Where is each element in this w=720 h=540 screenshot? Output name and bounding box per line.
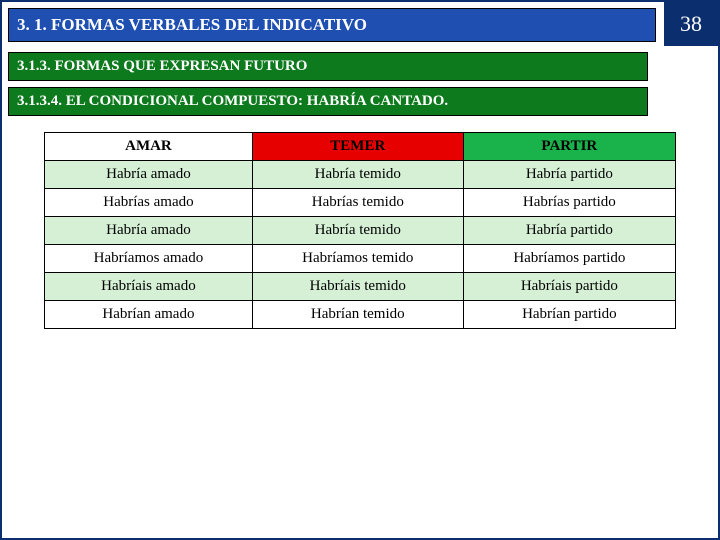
- cell: Habría partido: [463, 161, 675, 189]
- cell: Habríais amado: [45, 273, 253, 301]
- sub-header-1: 3.1.3. FORMAS QUE EXPRESAN FUTURO: [8, 52, 648, 81]
- cell: Habría amado: [45, 217, 253, 245]
- cell: Habría partido: [463, 217, 675, 245]
- cell: Habríais partido: [463, 273, 675, 301]
- col-header-amar: AMAR: [45, 133, 253, 161]
- table-body: Habría amado Habría temido Habría partid…: [45, 161, 676, 329]
- table-row: Habríais amado Habríais temido Habríais …: [45, 273, 676, 301]
- cell: Habrías amado: [45, 189, 253, 217]
- page-number-badge: 38: [664, 2, 718, 46]
- conjugation-table: AMAR TEMER PARTIR Habría amado Habría te…: [44, 132, 676, 329]
- cell: Habríamos amado: [45, 245, 253, 273]
- cell: Habrías temido: [252, 189, 463, 217]
- table-header-row: AMAR TEMER PARTIR: [45, 133, 676, 161]
- cell: Habríamos partido: [463, 245, 675, 273]
- cell: Habría temido: [252, 217, 463, 245]
- cell: Habrían amado: [45, 301, 253, 329]
- col-header-temer: TEMER: [252, 133, 463, 161]
- table-row: Habríamos amado Habríamos temido Habríam…: [45, 245, 676, 273]
- cell: Habrías partido: [463, 189, 675, 217]
- main-header: 3. 1. FORMAS VERBALES DEL INDICATIVO: [8, 8, 656, 42]
- col-header-partir: PARTIR: [463, 133, 675, 161]
- cell: Habrían temido: [252, 301, 463, 329]
- cell: Habríamos temido: [252, 245, 463, 273]
- cell: Habría temido: [252, 161, 463, 189]
- table-row: Habría amado Habría temido Habría partid…: [45, 161, 676, 189]
- table-row: Habría amado Habría temido Habría partid…: [45, 217, 676, 245]
- header-row: 3. 1. FORMAS VERBALES DEL INDICATIVO 38: [2, 2, 718, 46]
- cell: Habríais temido: [252, 273, 463, 301]
- sub-header-2: 3.1.3.4. EL CONDICIONAL COMPUESTO: HABRÍ…: [8, 87, 648, 116]
- cell: Habrían partido: [463, 301, 675, 329]
- cell: Habría amado: [45, 161, 253, 189]
- table-row: Habrían amado Habrían temido Habrían par…: [45, 301, 676, 329]
- table-row: Habrías amado Habrías temido Habrías par…: [45, 189, 676, 217]
